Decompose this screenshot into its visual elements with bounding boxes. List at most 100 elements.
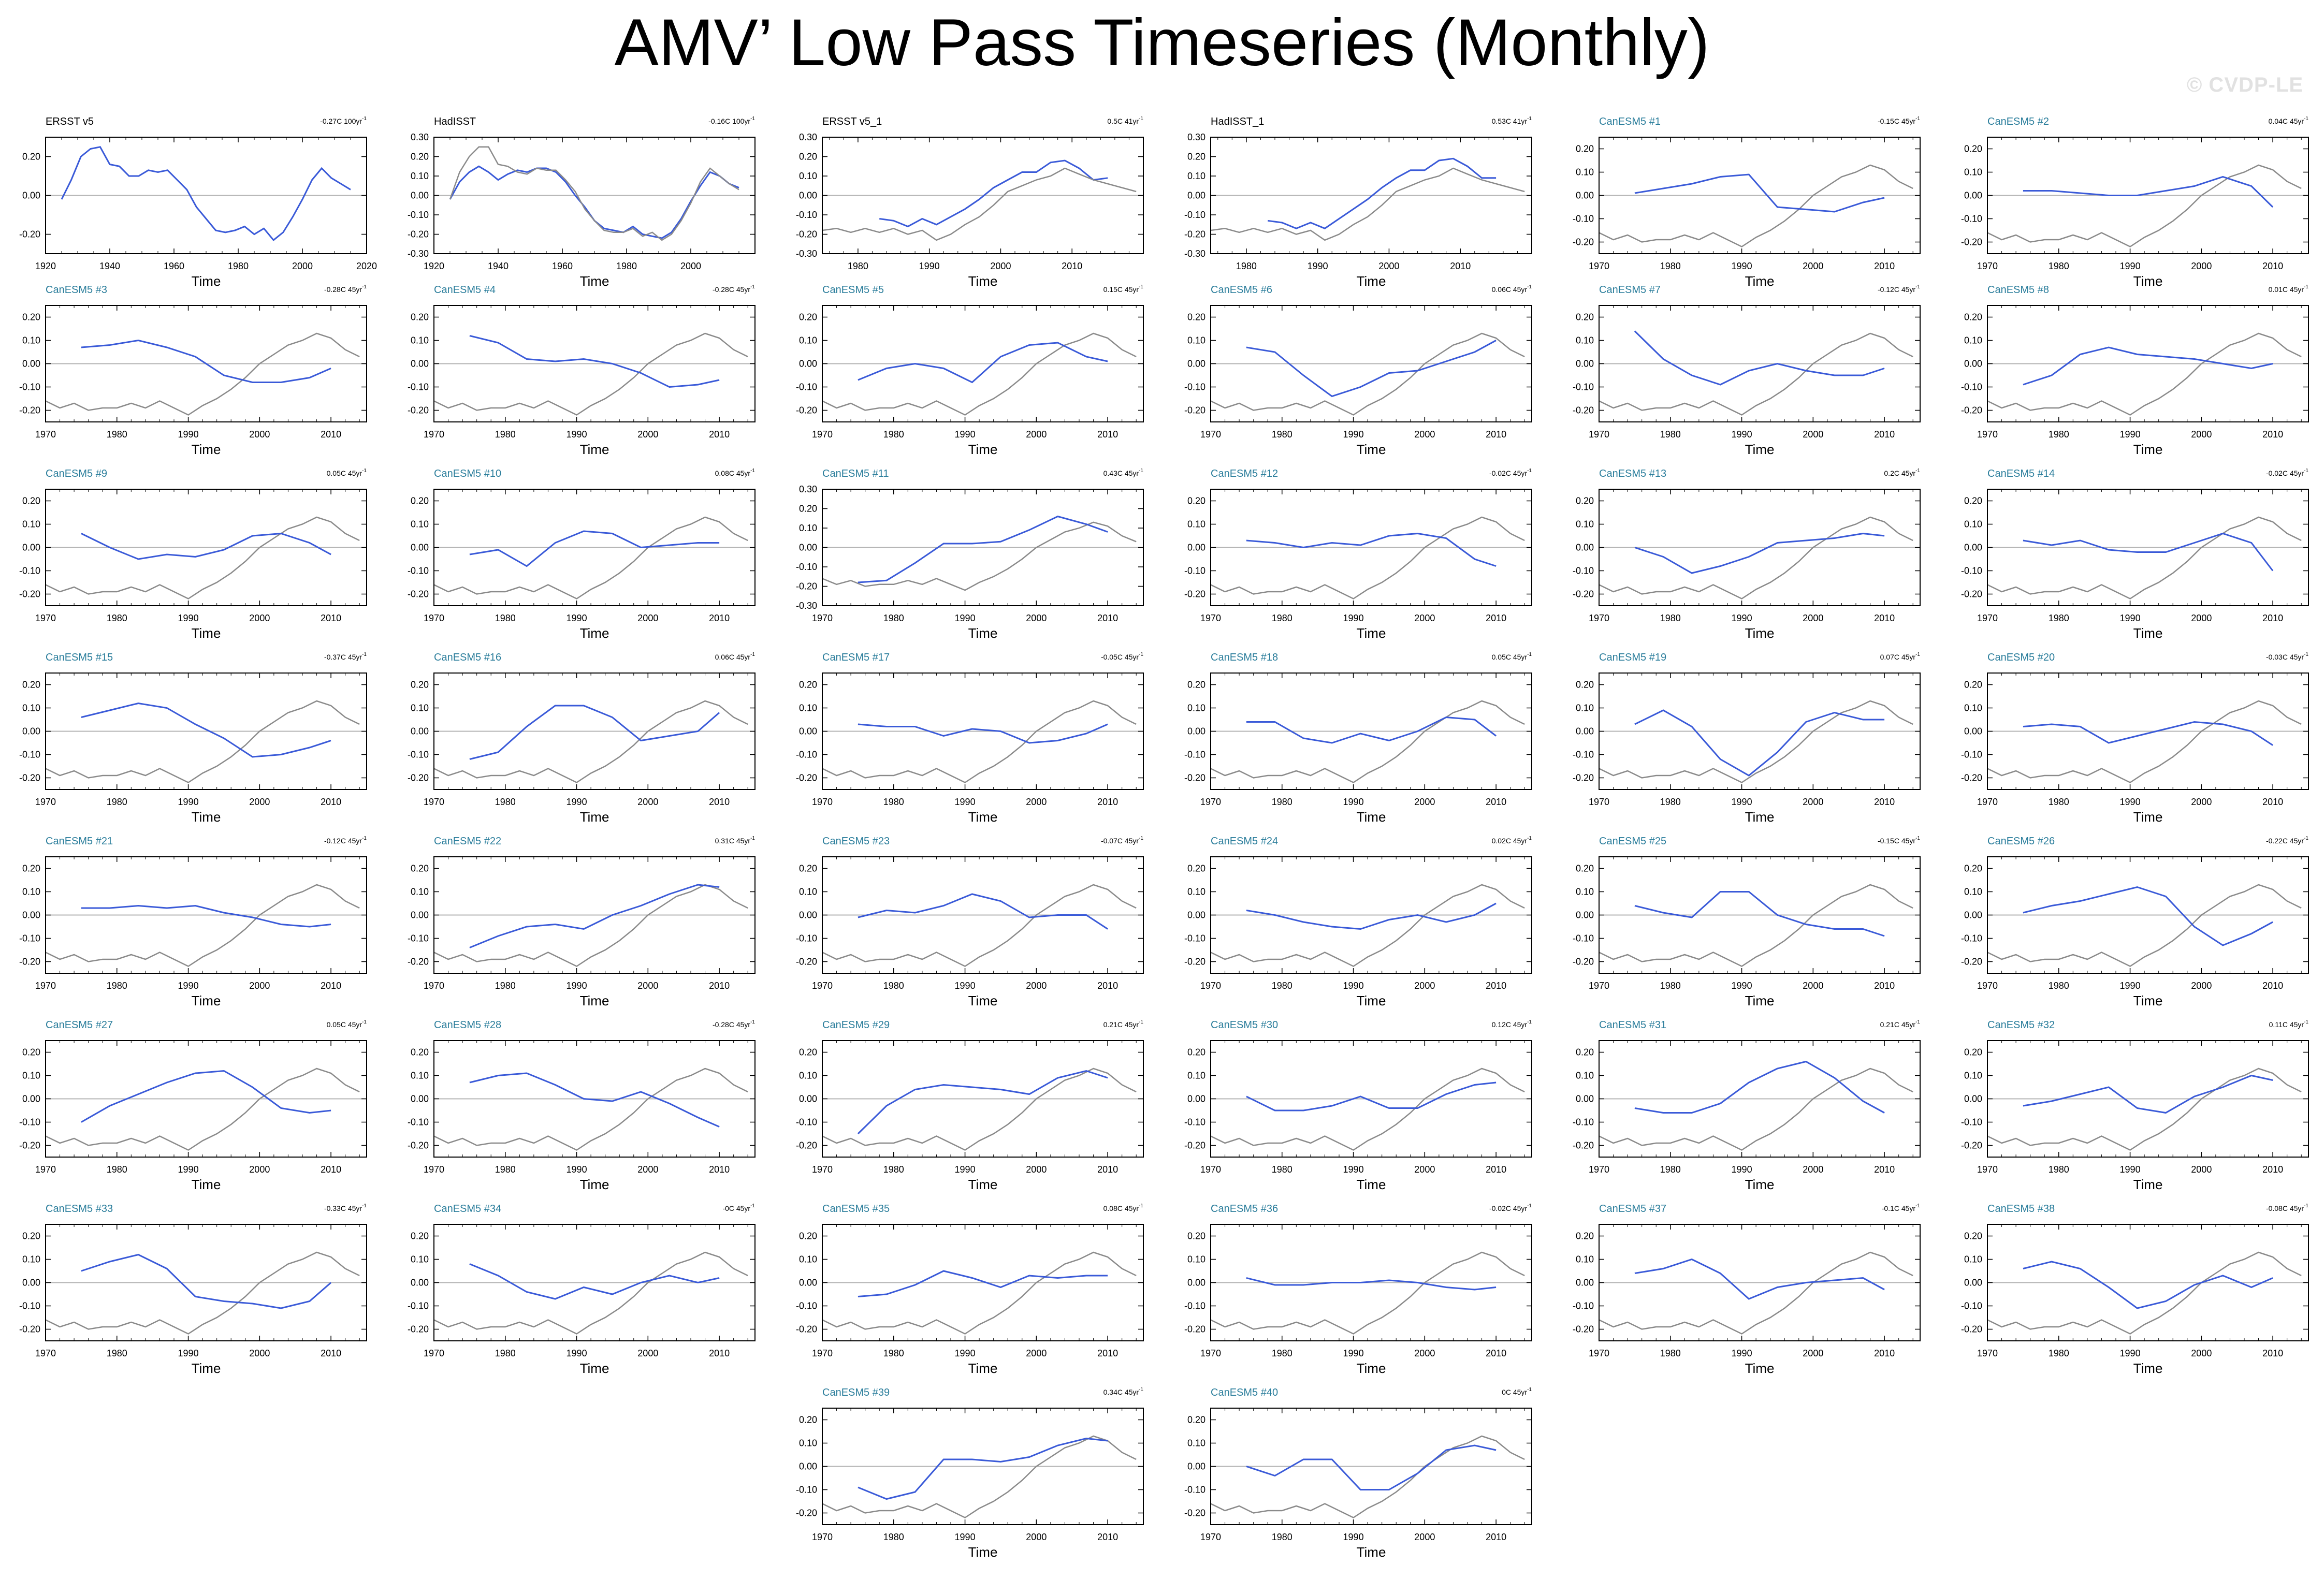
y-tick-label: -0.20 [408, 589, 429, 599]
panel-title: CanESM5 #4 [434, 284, 496, 296]
x-tick-label: 1990 [2120, 981, 2141, 991]
x-axis-label: Time [1745, 625, 1775, 641]
trend-superscript: -1 [1139, 1387, 1143, 1393]
y-tick-label: 0.10 [1576, 1254, 1594, 1265]
x-tick-label: 1970 [1200, 429, 1221, 440]
y-tick-label: 0.10 [1576, 703, 1594, 713]
x-tick-label: 2010 [709, 797, 730, 807]
y-tick-label: -0.10 [1573, 1301, 1594, 1311]
panel-title: CanESM5 #21 [46, 836, 113, 847]
panel-title: CanESM5 #37 [1599, 1203, 1666, 1215]
y-tick-label: 0.10 [1187, 171, 1205, 181]
series-line [81, 702, 331, 758]
x-tick-label: 1970 [1589, 1164, 1609, 1175]
panel-canesm5-13: CanESM5 #13 0.2C 45yr-1 1970 1980 1990 2000 20… [1573, 468, 1921, 641]
series-line [81, 339, 331, 383]
x-axis-label: Time [1745, 809, 1775, 825]
reference-line [45, 516, 360, 599]
y-tick-label: 0.20 [22, 312, 40, 323]
x-tick-label: 2010 [1874, 981, 1895, 991]
x-tick-label: 1970 [812, 797, 833, 807]
trend-label: -0C 45yr-1 [722, 1203, 755, 1212]
reference-line [433, 700, 748, 783]
x-tick-label: 1980 [883, 1348, 904, 1358]
trend-superscript: -1 [362, 284, 367, 290]
x-tick-label: 2000 [1378, 261, 1399, 271]
x-tick-label: 1960 [552, 261, 573, 271]
y-tick-label: -0.10 [1573, 933, 1594, 944]
trend-label: 0.05C 45yr-1 [327, 468, 367, 477]
x-tick-label: 1990 [1343, 1532, 1364, 1542]
x-tick-label: 1970 [812, 1348, 833, 1358]
x-tick-label: 1970 [1977, 613, 1998, 623]
y-tick-label: 0.20 [411, 1047, 429, 1058]
trend-label: -0.28C 45yr-1 [713, 1019, 755, 1029]
x-tick-label: 1970 [35, 797, 56, 807]
series-line [2023, 1261, 2273, 1309]
x-tick-label: 1980 [495, 1164, 516, 1175]
panel-canesm5-15: CanESM5 #15 -0.37C 45yr-1 1970 1980 1990 2000… [19, 652, 367, 825]
x-tick-label: 1980 [1660, 613, 1681, 623]
y-tick-label: 0.10 [22, 519, 40, 530]
x-tick-label: 2010 [709, 1164, 730, 1175]
x-tick-label: 2010 [1097, 1348, 1118, 1358]
y-tick-label: 0.10 [1187, 519, 1205, 530]
y-tick-label: 0.20 [411, 312, 429, 323]
trend-superscript: -1 [750, 1019, 755, 1025]
y-tick-label: 0.00 [411, 359, 429, 369]
reference-line [1210, 1251, 1525, 1335]
y-tick-label: -0.10 [1961, 1117, 1982, 1128]
x-tick-label: 1990 [955, 429, 976, 440]
x-tick-label: 1990 [1732, 429, 1752, 440]
x-tick-label: 1980 [228, 261, 249, 271]
panel-hadisst-1: HadISST_1 0.53C 41yr-1 1980 1990 2000 2010 -0.… [1184, 116, 1532, 289]
y-tick-label: -0.20 [796, 1324, 817, 1335]
y-tick-label: 0.00 [1187, 359, 1205, 369]
y-tick-label: 0.00 [1576, 359, 1594, 369]
panel-canesm5-37: CanESM5 #37 -0.1C 45yr-1 1970 1980 1990 2000 2… [1573, 1203, 1921, 1376]
y-tick-label: -0.10 [1961, 933, 1982, 944]
trend-label: -0.03C 45yr-1 [2266, 652, 2308, 661]
y-tick-label: 0.20 [1964, 1047, 1982, 1058]
y-tick-label: -0.20 [796, 581, 817, 592]
x-axis-label: Time [1357, 1361, 1386, 1376]
y-tick-label: -0.10 [1573, 214, 1594, 224]
y-tick-label: 0.30 [799, 484, 817, 494]
trend-superscript: -1 [1527, 1203, 1532, 1209]
panel-title: CanESM5 #32 [1987, 1019, 2055, 1031]
x-tick-label: 2010 [1486, 1532, 1506, 1542]
reference-line [1210, 516, 1525, 599]
y-tick-label: 0.10 [411, 1254, 429, 1265]
panel-title: CanESM5 #19 [1599, 652, 1666, 663]
y-tick-label: 0.20 [22, 680, 40, 690]
reference-line [1987, 164, 2302, 247]
x-tick-label: 2010 [709, 981, 730, 991]
x-tick-label: 1990 [1732, 1164, 1752, 1175]
trend-label: -0.05C 45yr-1 [1101, 652, 1143, 661]
panel-canesm5-6: CanESM5 #6 0.06C 45yr-1 1970 1980 1990 2000 20… [1184, 284, 1532, 457]
x-tick-label: 1970 [1200, 797, 1221, 807]
panel-canesm5-21: CanESM5 #21 -0.12C 45yr-1 1970 1980 1990 2000… [19, 836, 367, 1008]
panel-title: CanESM5 #1 [1599, 116, 1661, 127]
panel-canesm5-2: CanESM5 #2 0.04C 45yr-1 1970 1980 1990 2000 20… [1961, 116, 2309, 289]
panel-canesm5-19: CanESM5 #19 0.07C 45yr-1 1970 1980 1990 2000 2… [1573, 652, 1921, 825]
y-tick-label: -0.20 [19, 1324, 40, 1335]
trend-superscript: -1 [1139, 284, 1143, 290]
series-line [1246, 1444, 1497, 1490]
series-line [81, 904, 331, 928]
reference-line [433, 1251, 748, 1335]
x-tick-label: 2000 [1414, 429, 1435, 440]
y-tick-label: 0.20 [1964, 496, 1982, 506]
y-tick-label: 0.20 [411, 680, 429, 690]
x-tick-label: 1990 [1732, 1348, 1752, 1358]
series-line [858, 1437, 1108, 1500]
trend-label: 0.04C 45yr-1 [2269, 116, 2309, 125]
y-tick-label: 0.20 [1576, 496, 1594, 506]
x-axis-label: Time [1357, 993, 1386, 1008]
reference-line [822, 884, 1137, 967]
x-tick-label: 1970 [1589, 613, 1609, 623]
y-tick-label: -0.10 [1184, 210, 1205, 220]
x-tick-label: 1990 [178, 1348, 199, 1358]
y-tick-label: 0.20 [1964, 312, 1982, 323]
x-tick-label: 1970 [424, 429, 444, 440]
